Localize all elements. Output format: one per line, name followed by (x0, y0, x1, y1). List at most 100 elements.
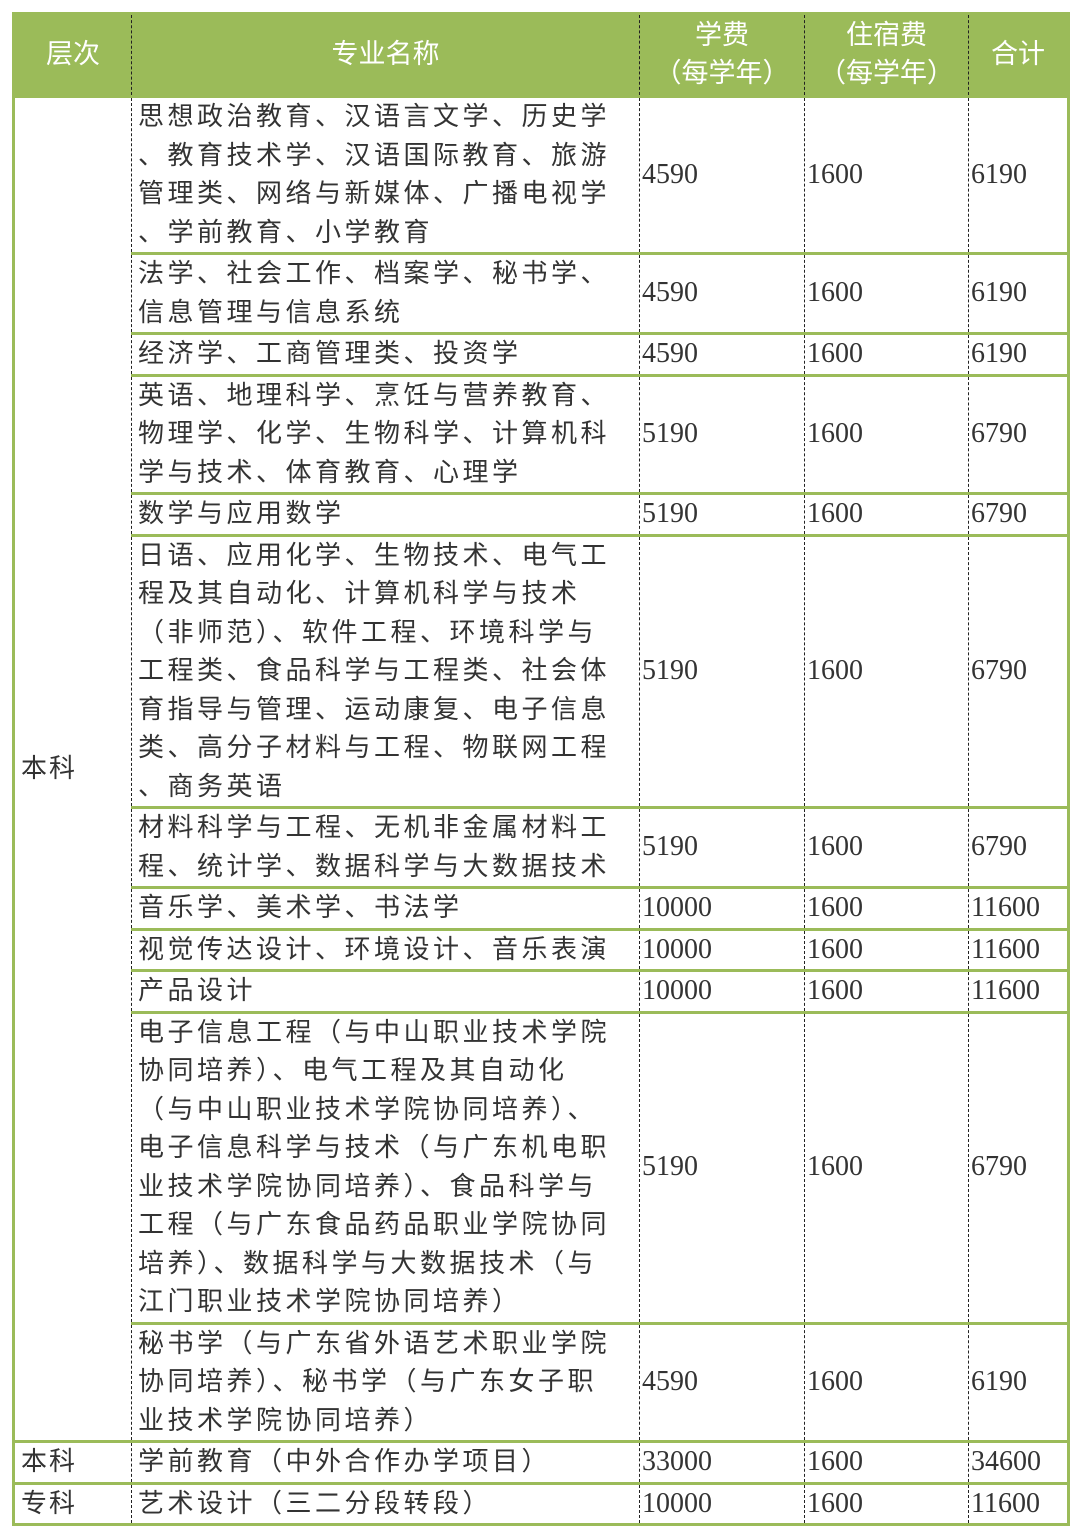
major-line: 电子信息工程（与中山职业技术学院 (138, 1017, 611, 1048)
tuition-cell: 10000 (639, 1481, 805, 1525)
dorm-cell: 1600 (804, 1481, 969, 1525)
major-line: 程、统计学、数据科学与大数据技术 (138, 851, 611, 882)
level-cell: 本科 (13, 95, 132, 1442)
major-cell: 英语、地理科学、烹饪与营养教育、 物理学、化学、生物科学、计算机科 学与技术、体育教… (131, 373, 640, 494)
tuition-cell: 5190 (639, 373, 805, 494)
level-cell: 专科 (13, 1481, 132, 1525)
total-cell: 6790 (968, 492, 1069, 535)
tuition-cell: 4590 (639, 1321, 805, 1442)
dorm-cell: 1600 (804, 1440, 969, 1483)
total-cell: 6190 (968, 95, 1069, 254)
major-line: 学与技术、体育教育、心理学 (138, 457, 522, 488)
tuition-cell: 5190 (639, 806, 805, 888)
total-cell: 6190 (968, 252, 1069, 334)
major-line: 管理类、网络与新媒体、广播电视学 (138, 179, 611, 209)
major-line: 数学与应用数学 (138, 499, 345, 529)
major-line: 思想政治教育、汉语言文学、历史学 (138, 102, 611, 132)
header-dorm-note: （每学年） (819, 58, 954, 89)
major-line: 英语、地理科学、烹饪与营养教育、 (138, 380, 611, 411)
total-cell: 6190 (968, 1321, 1069, 1442)
table-row: 本科 思想政治教育、汉语言文学、历史学 、教育技术学、汉语国际教育、旅游 管理类、网络… (13, 95, 1069, 1442)
dorm-cell: 1600 (804, 492, 969, 535)
major-line: 培养）、数据科学与大数据技术（与 (138, 1248, 598, 1279)
major-line: 工程类、食品科学与工程类、社会体 (138, 656, 611, 686)
major-line: 经济学、工商管理类、投资学 (138, 339, 522, 369)
table-row: 材料科学与工程、无机非金属材料工 程、统计学、数据科学与大数据技术 5190 1600… (14, 806, 1069, 888)
fee-table: 层次 专业名称 学费 （每学年） 住宿费 （每学年） 合计 本科 思想政治教育、汉语言… (12, 12, 1070, 1526)
major-line: 协同培养）、秘书学（与广东女子职 (138, 1367, 598, 1397)
major-cell: 产品设计 (131, 969, 640, 1012)
table-row: 数学与应用数学 5190 1600 6790 (14, 492, 1069, 535)
major-line: 程及其自动化、计算机科学与技术 (138, 579, 581, 609)
major-cell: 数学与应用数学 (131, 492, 640, 535)
major-line: 类、高分子材料与工程、物联网工程 (138, 733, 611, 763)
total-cell: 6790 (968, 806, 1069, 888)
table-row: 专科 艺术设计（三二分段转段） 10000 1600 11600 (13, 1481, 1069, 1525)
header-row: 层次 专业名称 学费 （每学年） 住宿费 （每学年） 合计 (13, 13, 1069, 97)
tuition-cell: 5190 (639, 533, 805, 808)
tuition-cell: 5190 (639, 1010, 805, 1323)
tuition-cell: 4590 (639, 332, 805, 375)
table-row: 日语、应用化学、生物技术、电气工 程及其自动化、计算机科学与技术 （非师范）、软件工… (14, 533, 1069, 808)
major-line: （与中山职业技术学院协同培养）、 (138, 1094, 598, 1125)
major-line: 艺术设计（三二分段转段） (138, 1488, 493, 1519)
table-body: 本科 思想政治教育、汉语言文学、历史学 、教育技术学、汉语国际教育、旅游 管理类、网络… (13, 95, 1069, 1525)
header-dorm: 住宿费 （每学年） (804, 13, 969, 97)
header-tuition: 学费 （每学年） (639, 13, 805, 97)
dorm-cell: 1600 (804, 886, 969, 929)
total-cell: 6790 (968, 373, 1069, 494)
major-cell: 视觉传达设计、环境设计、音乐表演 (131, 927, 640, 971)
dorm-cell: 1600 (804, 927, 969, 971)
tuition-cell: 33000 (639, 1440, 805, 1483)
total-cell: 6190 (968, 332, 1069, 375)
major-line: 信息管理与信息系统 (138, 297, 404, 328)
tuition-cell: 10000 (639, 886, 805, 929)
level-cell: 本科 (13, 1440, 132, 1483)
major-line: 、商务英语 (138, 771, 286, 802)
dorm-cell: 1600 (804, 332, 969, 375)
major-line: 视觉传达设计、环境设计、音乐表演 (138, 934, 611, 965)
major-line: 日语、应用化学、生物技术、电气工 (138, 540, 611, 571)
dorm-cell: 1600 (804, 95, 969, 254)
table-row: 音乐学、美术学、书法学 10000 1600 11600 (14, 886, 1069, 929)
major-line: 产品设计 (138, 976, 257, 1006)
dorm-cell: 1600 (804, 806, 969, 888)
dorm-cell: 1600 (804, 969, 969, 1012)
table-row: 视觉传达设计、环境设计、音乐表演 10000 1600 11600 (14, 927, 1069, 971)
total-cell: 11600 (968, 886, 1069, 929)
major-line: 秘书学（与广东省外语艺术职业学院 (138, 1328, 611, 1359)
major-cell: 艺术设计（三二分段转段） (131, 1481, 640, 1525)
major-line: 育指导与管理、运动康复、电子信息 (138, 694, 611, 725)
major-line: 业技术学院协同培养）、食品科学与 (138, 1171, 598, 1202)
major-line: 音乐学、美术学、书法学 (138, 893, 463, 923)
dorm-cell: 1600 (804, 1010, 969, 1323)
header-major: 专业名称 (131, 13, 640, 97)
major-line: 协同培养）、电气工程及其自动化 (138, 1056, 568, 1086)
tuition-cell: 10000 (639, 927, 805, 971)
total-cell: 11600 (968, 1481, 1069, 1525)
total-cell: 6790 (968, 533, 1069, 808)
table-row: 本科 学前教育（中外合作办学项目） 33000 1600 34600 (13, 1440, 1069, 1483)
dorm-cell: 1600 (804, 1321, 969, 1442)
major-line: 物理学、化学、生物科学、计算机科 (138, 419, 611, 449)
major-line: 材料科学与工程、无机非金属材料工 (138, 813, 611, 843)
major-cell: 音乐学、美术学、书法学 (131, 886, 640, 929)
header-dorm-line: 住宿费 (846, 20, 927, 51)
major-line: 法学、社会工作、档案学、秘书学、 (138, 259, 611, 289)
total-cell: 11600 (968, 927, 1069, 971)
header-tuition-line: 学费 (695, 20, 749, 51)
major-cell: 学前教育（中外合作办学项目） (131, 1440, 640, 1483)
total-cell: 11600 (968, 969, 1069, 1012)
header-level: 层次 (13, 13, 132, 97)
major-line: 、教育技术学、汉语国际教育、旅游 (138, 140, 611, 171)
dorm-cell: 1600 (804, 533, 969, 808)
header-tuition-note: （每学年） (654, 58, 790, 89)
major-line: 电子信息科学与技术（与广东机电职 (138, 1133, 611, 1163)
major-line: 业技术学院协同培养） (138, 1405, 434, 1436)
tuition-cell: 4590 (639, 95, 805, 254)
tuition-cell: 4590 (639, 252, 805, 334)
table-row: 经济学、工商管理类、投资学 4590 1600 6190 (14, 332, 1069, 375)
major-cell: 日语、应用化学、生物技术、电气工 程及其自动化、计算机科学与技术 （非师范）、软件工… (131, 533, 640, 808)
header-total: 合计 (968, 13, 1069, 97)
total-cell: 34600 (968, 1440, 1069, 1483)
